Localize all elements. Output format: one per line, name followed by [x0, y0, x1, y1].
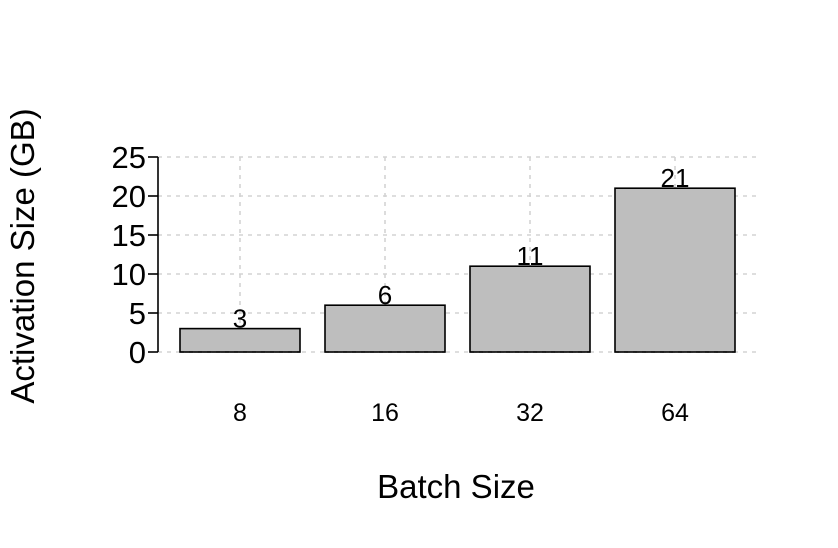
y-axis-title: Activation Size (GB): [4, 108, 41, 403]
bar-16: [324, 304, 446, 353]
x-axis-title: Batch Size: [377, 468, 535, 505]
data-label-32: 11: [517, 241, 544, 271]
x-tick-label-16: 16: [371, 399, 399, 427]
labels: 3 8 6 16 11 32 21 64: [233, 163, 690, 427]
bars: [179, 187, 736, 353]
x-tick-label-64: 64: [661, 399, 689, 427]
x-tick-label-32: 32: [516, 399, 544, 427]
data-label-16: 6: [378, 280, 392, 310]
y-axis: 0 5 10 15 20 25: [112, 140, 159, 370]
x-tick-label-8: 8: [233, 399, 247, 427]
bar-8: [179, 327, 301, 353]
y-tick-label-0: 0: [129, 335, 146, 370]
data-label-64: 21: [661, 163, 690, 193]
y-tick-label-5: 25: [112, 140, 146, 175]
y-tick-label-3: 15: [112, 218, 146, 253]
y-tick-label-1: 5: [129, 296, 146, 331]
y-tick-label-2: 10: [112, 257, 146, 292]
bar-64: [614, 187, 736, 353]
data-label-8: 3: [233, 304, 247, 334]
y-tick-label-4: 20: [112, 179, 146, 214]
bar-32: [469, 265, 591, 353]
